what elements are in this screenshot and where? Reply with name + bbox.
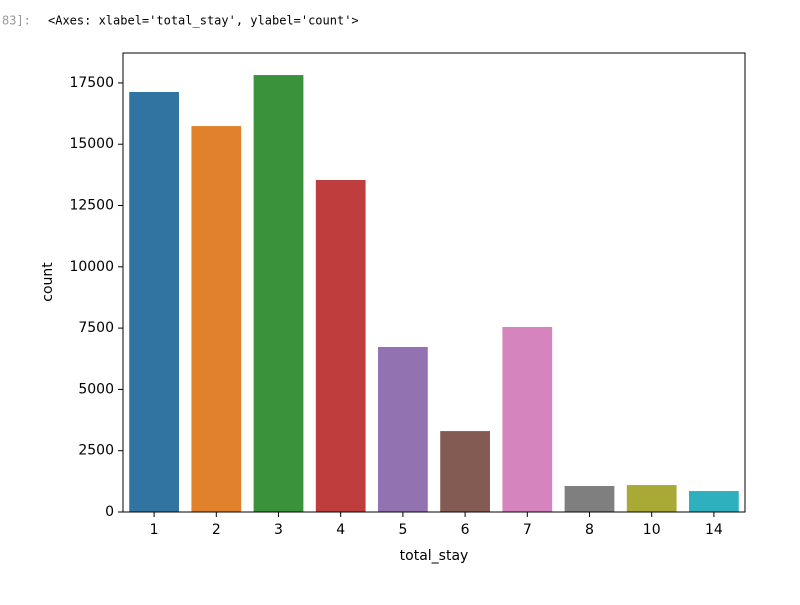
bar (129, 91, 179, 512)
bar (440, 431, 490, 512)
y-tick-label: 15000 (69, 136, 114, 152)
y-tick-label: 10000 (69, 259, 114, 275)
x-tick-label: 3 (274, 522, 283, 538)
bar (626, 485, 677, 512)
x-tick-label: 5 (398, 522, 407, 538)
y-tick-label: 5000 (78, 381, 114, 397)
y-tick-label: 17500 (69, 75, 114, 91)
x-axis-label: total_stay (400, 548, 469, 564)
x-tick-label: 6 (461, 522, 470, 538)
y-tick-label: 2500 (78, 443, 114, 459)
bar (191, 126, 242, 512)
x-tick-label: 10 (643, 522, 661, 538)
x-tick-label: 4 (336, 522, 345, 538)
y-tick-label: 12500 (69, 198, 114, 214)
y-tick-label: 7500 (78, 320, 114, 336)
bar (502, 327, 553, 512)
x-tick-label: 8 (585, 522, 594, 538)
axes-frame (122, 52, 746, 513)
y-axis-label: count (40, 262, 56, 302)
x-tick-label: 1 (150, 522, 159, 538)
bar (378, 346, 428, 512)
bar (689, 491, 739, 512)
bar (564, 486, 615, 512)
x-tick-label: 14 (705, 522, 723, 538)
bar (315, 180, 366, 512)
bar (253, 75, 304, 512)
cell-prompt: 83]: (2, 14, 31, 28)
y-tick-label: 0 (105, 504, 114, 520)
x-tick-label: 2 (212, 522, 221, 538)
output-text: <Axes: xlabel='total_stay', ylabel='coun… (48, 14, 359, 28)
x-tick-label: 7 (523, 522, 532, 538)
